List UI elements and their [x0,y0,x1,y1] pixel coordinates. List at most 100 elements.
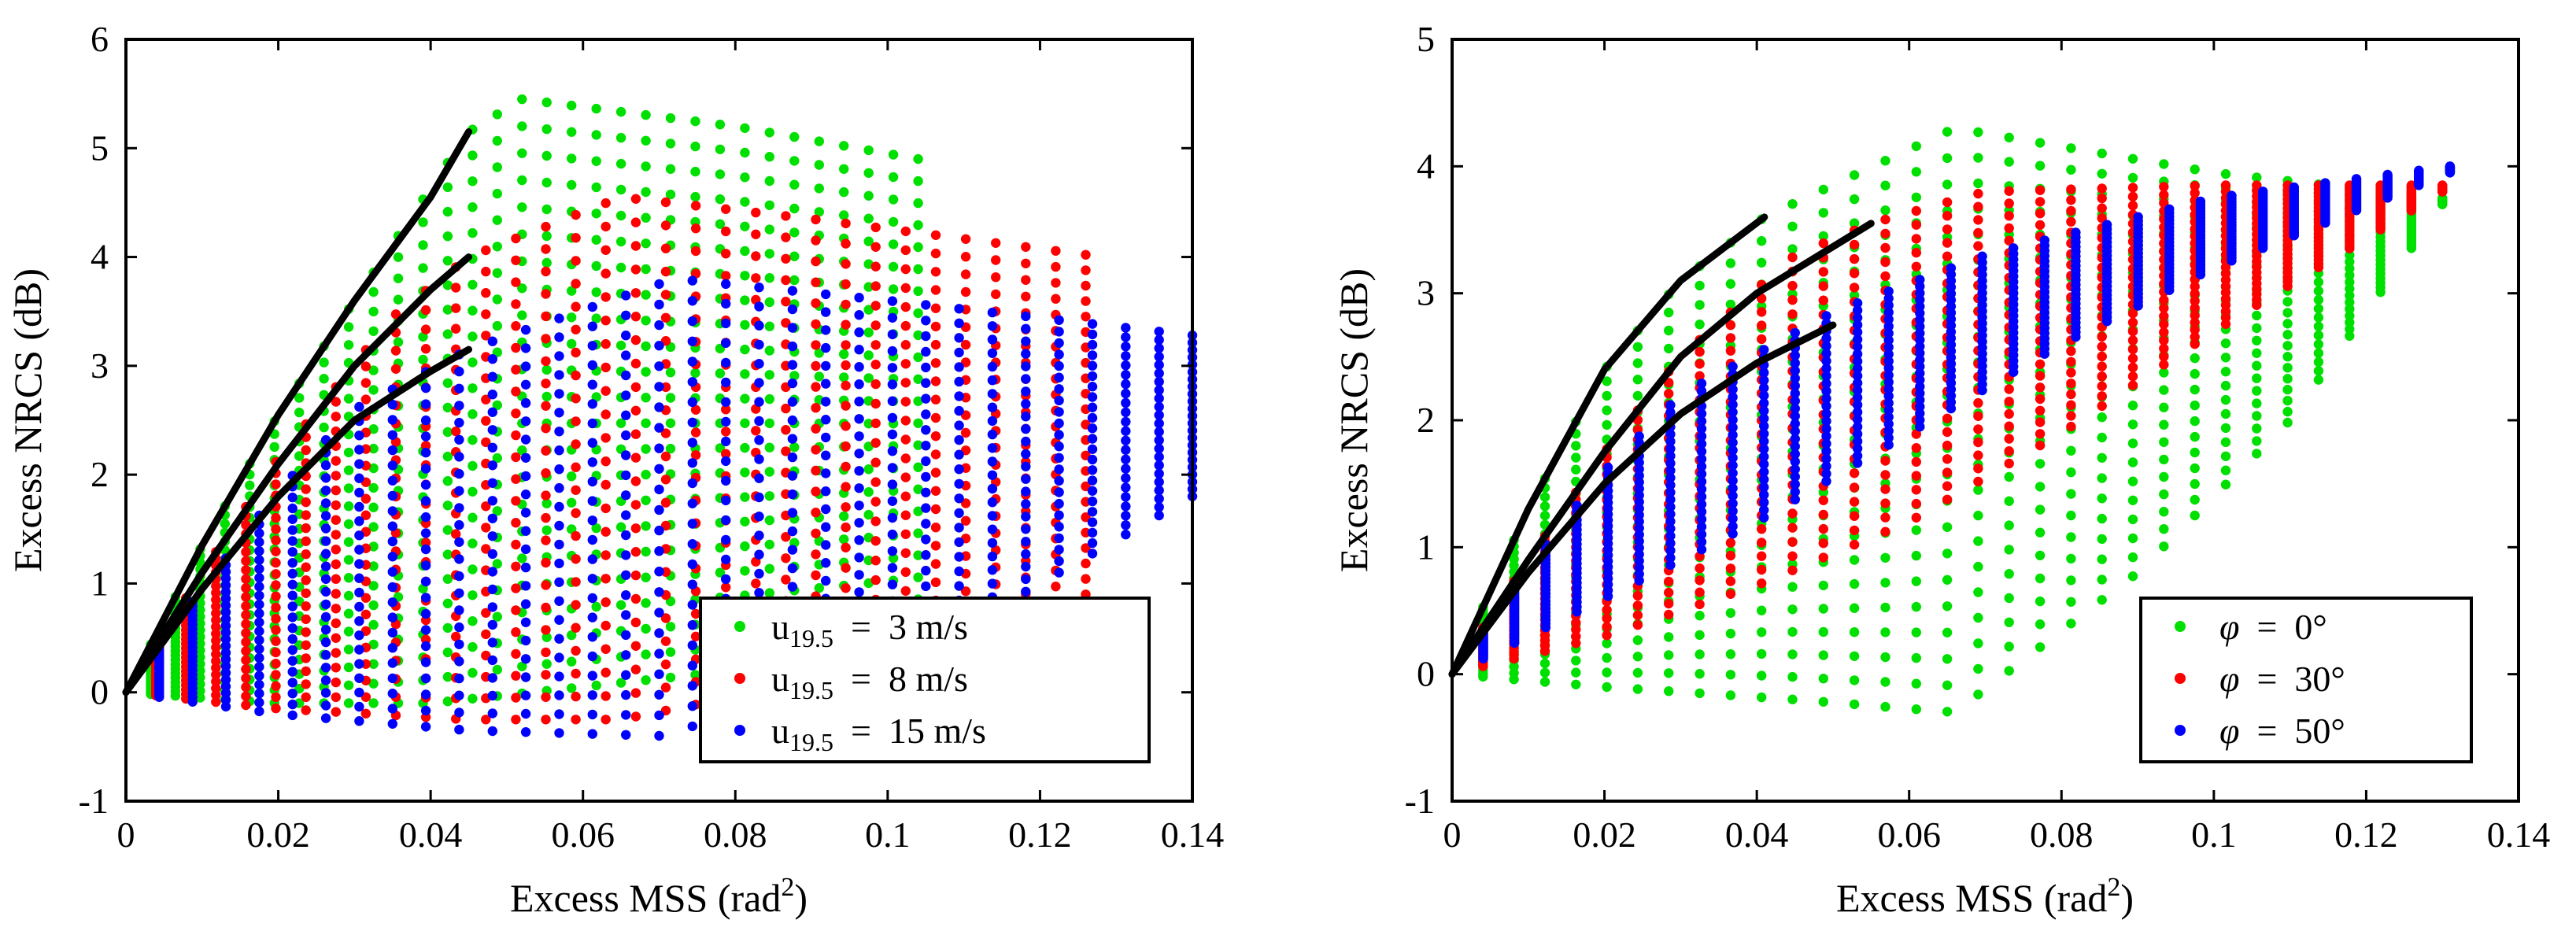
scatter-point-left-1-27-11 [930,431,941,441]
scatter-point-left-2-26-8 [987,497,998,508]
scatter-point-right-2-15-10 [1915,355,1925,365]
scatter-point-left-2-13-7 [554,596,564,606]
scatter-point-left-0-10-3 [368,639,379,650]
scatter-point-left-2-8-20 [387,415,397,425]
scatter-point-right-1-12-22 [1818,238,1828,249]
scatter-point-left-2-25-11 [954,464,964,475]
scatter-point-left-2-22-11 [854,483,864,493]
scatter-point-left-0-13-8 [442,501,453,511]
scatter-point-left-2-18-16 [721,397,731,408]
scatter-point-left-0-30-6 [863,509,874,520]
scatter-point-left-2-24-18 [921,362,931,373]
scatter-point-left-0-25-14 [740,320,750,330]
scatter-point-left-2-6-11 [320,574,331,584]
scatter-point-right-2-12-19 [1821,333,1831,344]
scatter-point-right-0-15-3 [1911,627,1921,637]
scatter-point-right-2-29-22 [2351,174,2362,184]
scatter-point-right-0-29-7 [2345,283,2355,294]
scatter-point-left-1-7-16 [331,471,341,481]
scatter-point-left-2-23-16 [887,396,898,406]
scatter-point-left-2-26-17 [987,375,998,386]
scatter-point-left-2-25-16 [954,391,964,401]
scatter-point-right-2-13-4 [1852,429,1863,439]
scatter-point-right-0-26-5 [2252,386,2262,396]
scatter-point-right-1-11-22 [1787,252,1798,263]
scatter-point-left-2-15-4 [621,650,631,660]
scatter-point-right-2-13-19 [1852,320,1863,331]
scatter-point-right-0-17-2 [1973,638,1983,648]
scatter-point-left-0-25-18 [740,221,750,231]
scatter-point-left-0-29-21 [839,164,849,174]
fit-curve-left-1 [122,253,472,696]
scatter-point-right-1-17-19 [1973,227,1983,238]
scatter-point-left-1-18-12 [660,428,671,438]
scatter-point-left-2-3-14 [220,607,231,618]
scatter-point-left-2-4-12 [254,599,264,610]
scatter-point-right-2-9-18 [1728,392,1738,402]
scatter-point-right-1-23-6 [2159,311,2169,321]
scatter-point-left-0-30-22 [863,145,874,156]
scatter-point-left-2-10-10 [454,554,464,564]
scatter-point-left-2-6-0 [320,713,331,723]
scatter-point-left-1-14-10 [541,490,551,501]
scatter-point-left-0-26-15 [764,297,774,308]
scatter-point-left-2-24-8 [921,519,931,529]
scatter-point-right-1-23-21 [2159,190,2169,200]
scatter-point-left-1-14-2 [541,670,551,680]
scatter-point-right-0-11-2 [1787,649,1798,659]
scatter-point-left-0-22-20 [665,164,676,174]
scatter-point-right-1-17-2 [1973,450,1983,460]
scatter-point-right-0-26-10 [2252,323,2262,334]
scatter-point-left-0-3-8 [195,638,205,648]
scatter-point-right-0-4-1 [1571,667,1581,678]
scatter-point-left-0-30-21 [863,168,874,178]
scatter-point-left-1-30-22 [1021,242,1031,252]
scatter-point-right-2-7-10 [1665,487,1676,497]
scatter-point-right-2-30-22 [2382,169,2393,180]
scatter-point-right-0-27-0 [2282,417,2293,428]
scatter-point-left-0-17-16 [541,257,552,268]
scatter-point-right-1-22-0 [2127,380,2138,390]
scatter-point-left-1-5-6 [271,636,281,646]
scatter-point-left-0-23-20 [690,166,700,177]
scatter-point-left-0-13-1 [442,671,453,682]
scatter-point-left-2-10-2 [454,690,464,700]
scatter-point-left-2-4-13 [254,590,264,600]
scatter-point-left-2-28-19 [1054,349,1064,360]
scatter-point-right-0-27-10 [2282,308,2293,318]
scatter-point-right-2-9-22 [1728,361,1738,371]
scatter-point-left-1-16-3 [601,644,611,654]
scatter-point-left-2-16-20 [654,320,664,331]
scatter-point-left-0-10-5 [368,600,379,611]
scatter-point-left-0-14-12 [468,383,478,393]
scatter-point-left-0-23-12 [690,368,700,379]
scatter-point-left-1-22-18 [781,297,791,307]
scatter-point-left-1-14-22 [541,221,551,232]
scatter-point-left-2-4-1 [254,697,264,707]
scatter-point-left-1-13-15 [511,386,521,397]
scatter-point-left-0-9-0 [343,698,354,708]
scatter-point-left-2-12-9 [520,562,531,573]
scatter-point-left-1-11-14 [451,426,461,437]
scatter-point-left-2-31-16 [1154,376,1164,387]
scatter-point-right-2-13-15 [1852,349,1863,360]
scatter-point-left-2-31-15 [1154,385,1164,395]
scatter-point-right-0-14-4 [1880,602,1890,613]
scatter-point-right-2-15-11 [1915,348,1925,358]
scatter-point-left-2-15-10 [621,530,631,541]
scatter-point-left-0-14-8 [468,486,478,497]
scatter-point-left-0-13-18 [442,256,453,266]
scatter-point-right-1-13-21 [1849,239,1860,250]
scatter-point-left-2-26-3 [987,565,998,575]
legend-left: u19.5 = 3 m/s u19.5 = 8 m/s u19.5 = 15 m/s [699,597,1151,763]
scatter-point-left-2-3-5 [220,667,231,678]
scatter-point-right-1-19-7 [2035,359,2046,369]
scatter-point-right-0-16-21 [1942,153,1953,164]
scatter-point-left-1-12-20 [481,288,491,298]
scatter-point-right-0-23-1 [2159,524,2169,534]
scatter-point-left-2-26-21 [987,321,998,331]
legend-label-right-1: φ = 30° [2219,659,2345,699]
scatter-point-left-2-9-12 [420,528,431,538]
scatter-point-right-0-8-1 [1695,669,1705,679]
xtick-label-left-7: 0.14 [1161,815,1225,855]
